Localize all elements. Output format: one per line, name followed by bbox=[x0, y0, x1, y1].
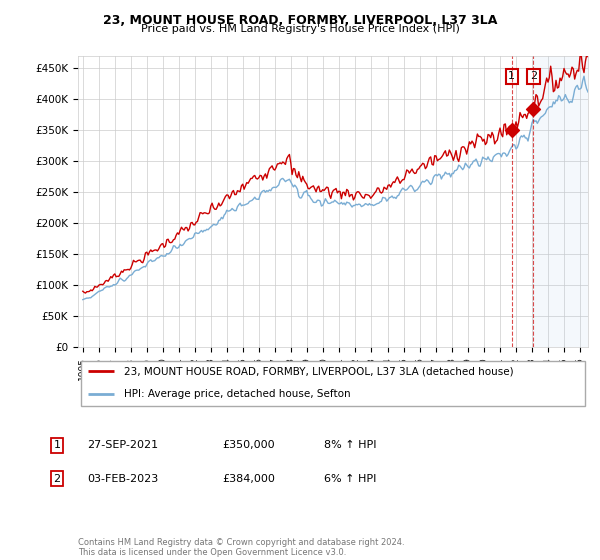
Bar bbox=[533, 56, 596, 347]
Text: 8% ↑ HPI: 8% ↑ HPI bbox=[324, 440, 377, 450]
Text: 2: 2 bbox=[53, 474, 61, 484]
Text: 2: 2 bbox=[530, 71, 537, 81]
Text: 27-SEP-2021: 27-SEP-2021 bbox=[87, 440, 158, 450]
Text: Price paid vs. HM Land Registry's House Price Index (HPI): Price paid vs. HM Land Registry's House … bbox=[140, 24, 460, 34]
Text: £350,000: £350,000 bbox=[222, 440, 275, 450]
FancyBboxPatch shape bbox=[80, 361, 586, 407]
Text: 1: 1 bbox=[53, 440, 61, 450]
Text: Contains HM Land Registry data © Crown copyright and database right 2024.
This d: Contains HM Land Registry data © Crown c… bbox=[78, 538, 404, 557]
Text: HPI: Average price, detached house, Sefton: HPI: Average price, detached house, Seft… bbox=[124, 389, 350, 399]
Text: 03-FEB-2023: 03-FEB-2023 bbox=[87, 474, 158, 484]
Text: 23, MOUNT HOUSE ROAD, FORMBY, LIVERPOOL, L37 3LA (detached house): 23, MOUNT HOUSE ROAD, FORMBY, LIVERPOOL,… bbox=[124, 366, 514, 376]
Text: 23, MOUNT HOUSE ROAD, FORMBY, LIVERPOOL, L37 3LA: 23, MOUNT HOUSE ROAD, FORMBY, LIVERPOOL,… bbox=[103, 14, 497, 27]
Text: 1: 1 bbox=[508, 71, 515, 81]
Text: £384,000: £384,000 bbox=[222, 474, 275, 484]
Text: 6% ↑ HPI: 6% ↑ HPI bbox=[324, 474, 376, 484]
Point bbox=[529, 105, 538, 114]
Point bbox=[507, 126, 517, 135]
